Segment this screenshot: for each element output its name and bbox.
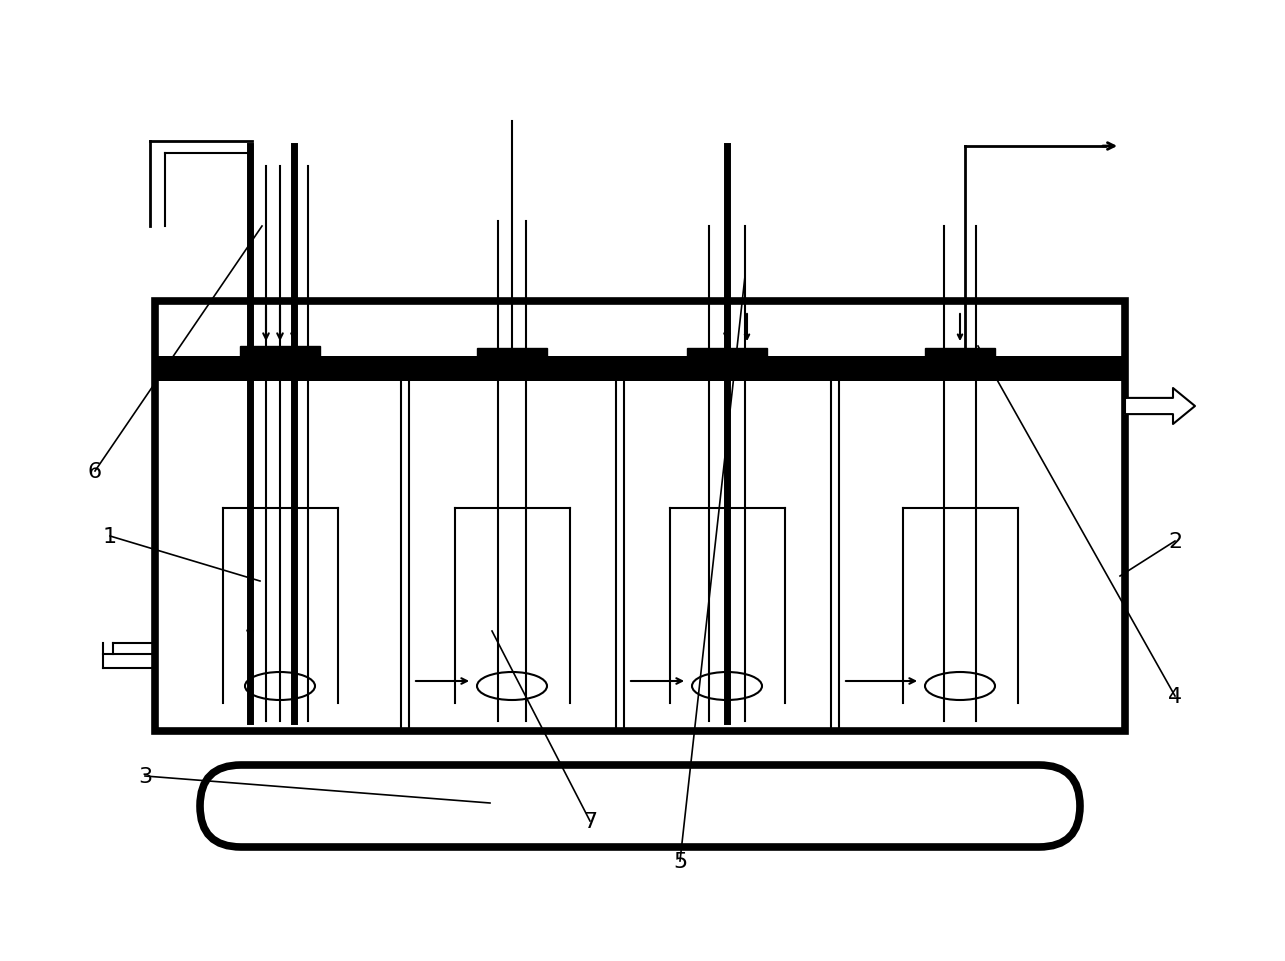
Ellipse shape [693, 673, 762, 701]
Text: 7: 7 [583, 811, 598, 831]
Text: 1: 1 [103, 527, 117, 547]
Text: 5: 5 [673, 851, 687, 871]
Text: 2: 2 [1168, 531, 1182, 552]
FancyBboxPatch shape [200, 765, 1079, 847]
Text: 3: 3 [137, 766, 152, 786]
Bar [155, 302, 1124, 731]
Bar [687, 349, 767, 360]
Ellipse shape [245, 673, 315, 701]
Text: 4: 4 [1168, 686, 1182, 706]
Text: 6: 6 [87, 461, 102, 481]
Bar [925, 349, 995, 360]
Bar [155, 357, 1124, 382]
Bar [477, 349, 547, 360]
Ellipse shape [477, 673, 547, 701]
Polygon shape [1124, 388, 1195, 425]
Ellipse shape [925, 673, 995, 701]
Bar [240, 347, 320, 360]
